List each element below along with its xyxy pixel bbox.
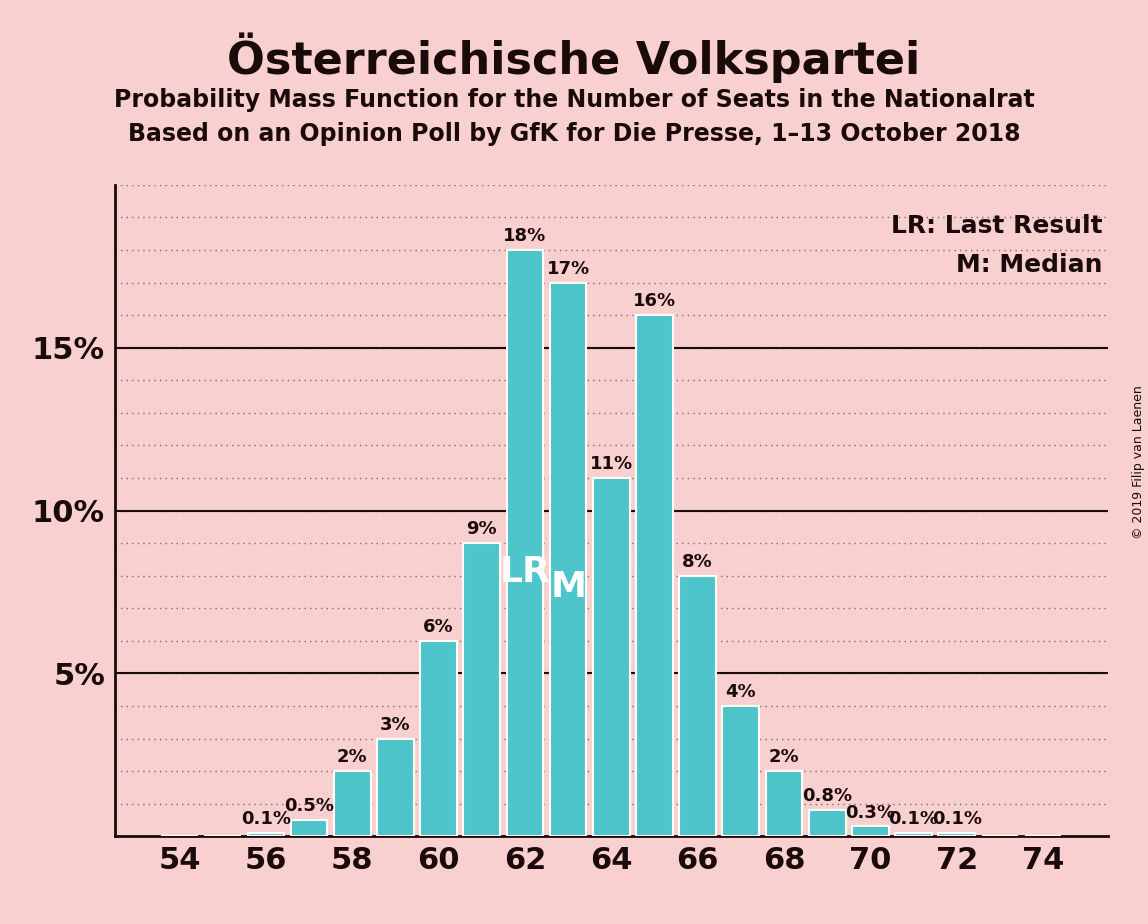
Bar <box>334 771 371 836</box>
Bar <box>377 738 413 836</box>
Text: LR: LR <box>499 555 550 590</box>
Bar <box>680 576 716 836</box>
Bar <box>290 820 327 836</box>
Bar <box>550 283 587 836</box>
Bar <box>766 771 802 836</box>
Bar <box>464 543 501 836</box>
Text: 0.5%: 0.5% <box>284 797 334 815</box>
Text: 6%: 6% <box>424 618 453 636</box>
Text: M: Median: M: Median <box>956 253 1103 277</box>
Text: LR: Last Result: LR: Last Result <box>891 214 1103 238</box>
Text: 2%: 2% <box>338 748 367 766</box>
Text: Based on an Opinion Poll by GfK for Die Presse, 1–13 October 2018: Based on an Opinion Poll by GfK for Die … <box>127 122 1021 146</box>
Bar <box>722 706 759 836</box>
Bar <box>594 478 629 836</box>
Bar <box>809 810 846 836</box>
Text: 2%: 2% <box>769 748 799 766</box>
Text: 4%: 4% <box>726 683 757 701</box>
Text: 0.1%: 0.1% <box>932 810 982 828</box>
Text: 17%: 17% <box>546 260 590 277</box>
Text: 0.3%: 0.3% <box>845 804 895 821</box>
Bar <box>938 833 975 836</box>
Text: © 2019 Filip van Laenen: © 2019 Filip van Laenen <box>1132 385 1146 539</box>
Text: 8%: 8% <box>682 553 713 571</box>
Text: 18%: 18% <box>503 227 546 245</box>
Text: M: M <box>550 570 587 604</box>
Bar <box>506 249 543 836</box>
Text: 11%: 11% <box>590 455 633 473</box>
Bar <box>420 641 457 836</box>
Text: Österreichische Volkspartei: Österreichische Volkspartei <box>227 32 921 83</box>
Text: 0.1%: 0.1% <box>889 810 939 828</box>
Bar <box>636 315 673 836</box>
Text: 0.8%: 0.8% <box>802 787 852 806</box>
Bar <box>852 826 889 836</box>
Bar <box>895 833 932 836</box>
Text: Probability Mass Function for the Number of Seats in the Nationalrat: Probability Mass Function for the Number… <box>114 88 1034 112</box>
Text: 0.1%: 0.1% <box>241 810 290 828</box>
Text: 9%: 9% <box>466 520 497 538</box>
Text: 3%: 3% <box>380 715 411 734</box>
Text: 16%: 16% <box>633 292 676 310</box>
Bar <box>248 833 285 836</box>
